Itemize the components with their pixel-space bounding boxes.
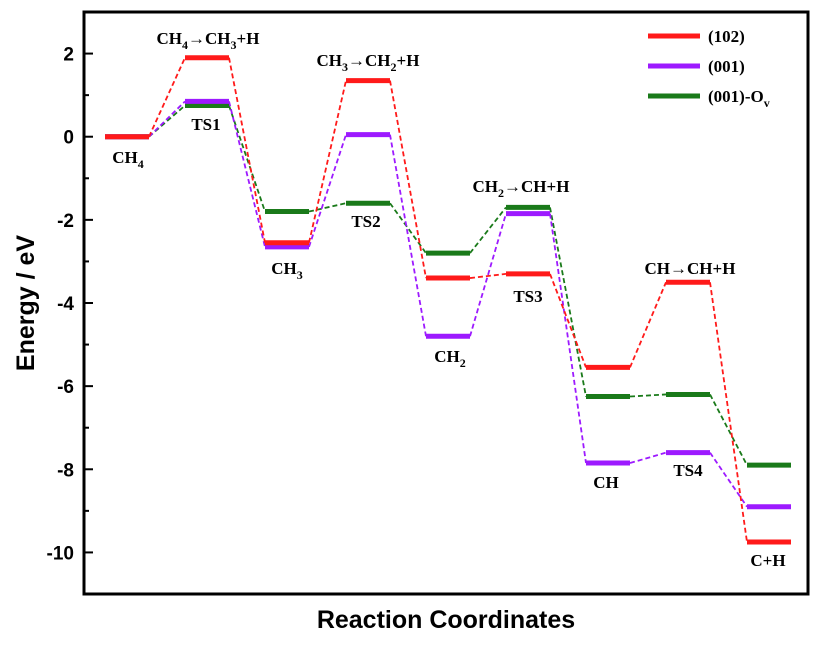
series-connector bbox=[389, 134, 427, 337]
y-tick-label: -2 bbox=[57, 211, 74, 232]
series-connector bbox=[389, 202, 427, 254]
series-connector bbox=[549, 273, 587, 368]
level-annotation: C+H bbox=[750, 551, 785, 570]
series-connector bbox=[629, 393, 667, 398]
series-connector bbox=[228, 57, 266, 243]
series-connector bbox=[308, 202, 347, 213]
series-connector bbox=[629, 451, 667, 464]
level-annotation: CH3 bbox=[271, 259, 303, 282]
series-connector bbox=[469, 273, 507, 279]
series-connector bbox=[629, 281, 667, 368]
series-connector bbox=[549, 213, 587, 464]
level-annotation: CH4→CH3+H bbox=[157, 29, 260, 52]
legend-label: (001) bbox=[708, 57, 745, 76]
y-tick-label: -4 bbox=[57, 294, 74, 315]
series-connector bbox=[469, 213, 507, 337]
y-axis-title: Energy / eV bbox=[12, 235, 40, 371]
legend-label: (001)-Ov bbox=[708, 87, 770, 110]
x-axis-title: Reaction Coordinates bbox=[317, 606, 575, 634]
level-annotation: CH2 bbox=[434, 347, 466, 370]
level-annotation: CH→CH+H bbox=[645, 259, 736, 278]
series-connector bbox=[389, 80, 427, 279]
series-connector bbox=[228, 105, 266, 212]
series-connector bbox=[308, 134, 347, 248]
series-connector bbox=[549, 207, 587, 397]
level-annotation: TS3 bbox=[513, 287, 542, 306]
series-connector bbox=[228, 101, 266, 248]
y-tick-label: -10 bbox=[47, 543, 74, 564]
series-connector bbox=[148, 104, 186, 138]
series-connector bbox=[148, 100, 186, 138]
series-connector bbox=[148, 57, 186, 138]
level-annotation: CH3→CH2+H bbox=[317, 51, 420, 74]
series-connector bbox=[308, 80, 347, 243]
level-annotation: TS2 bbox=[351, 212, 380, 231]
legend-label: (102) bbox=[708, 27, 745, 46]
series-connector bbox=[709, 394, 748, 466]
y-tick-label: 0 bbox=[63, 128, 74, 149]
series-connector bbox=[709, 282, 748, 543]
series-connector bbox=[709, 452, 748, 508]
level-annotation: TS4 bbox=[673, 461, 703, 480]
y-tick-label: -6 bbox=[57, 377, 74, 398]
level-annotation: CH bbox=[593, 473, 619, 492]
y-tick-label: -8 bbox=[57, 460, 74, 481]
y-tick-label: 2 bbox=[63, 45, 74, 66]
series-connector bbox=[469, 206, 507, 254]
level-annotation: TS1 bbox=[191, 115, 220, 134]
level-annotation: CH4 bbox=[112, 148, 144, 171]
level-annotation: CH2→CH+H bbox=[473, 177, 570, 200]
